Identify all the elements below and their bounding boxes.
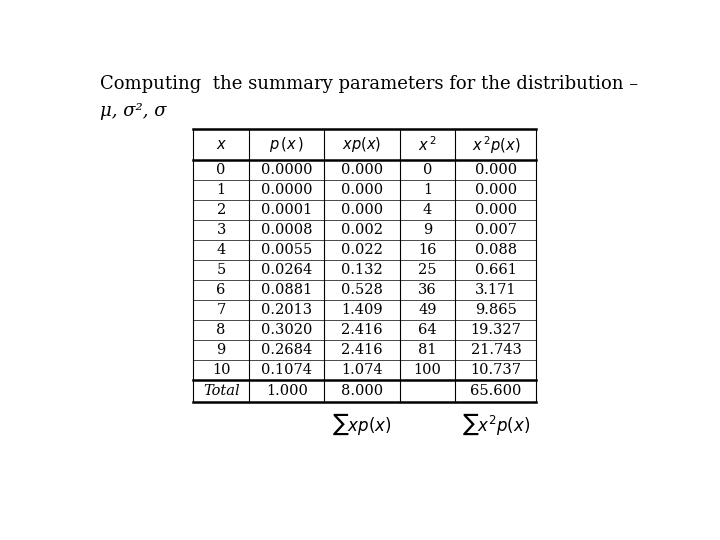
Text: 0.3020: 0.3020 bbox=[261, 323, 312, 337]
Text: $\sum xp(x)$: $\sum xp(x)$ bbox=[332, 412, 392, 437]
Text: 7: 7 bbox=[217, 303, 226, 317]
Text: 0: 0 bbox=[423, 164, 432, 178]
Text: 0.007: 0.007 bbox=[475, 223, 517, 237]
Text: 0.2684: 0.2684 bbox=[261, 343, 312, 357]
Text: 0.2013: 0.2013 bbox=[261, 303, 312, 317]
Text: 2.416: 2.416 bbox=[341, 323, 383, 337]
Text: 0.022: 0.022 bbox=[341, 243, 383, 257]
Text: 81: 81 bbox=[418, 343, 437, 357]
Text: 1: 1 bbox=[423, 184, 432, 198]
Text: Computing  the summary parameters for the distribution –: Computing the summary parameters for the… bbox=[100, 75, 638, 93]
Text: 36: 36 bbox=[418, 283, 437, 297]
Text: 0.132: 0.132 bbox=[341, 263, 383, 277]
Text: 0.1074: 0.1074 bbox=[261, 363, 312, 377]
Text: 2.416: 2.416 bbox=[341, 343, 383, 357]
Text: 0.088: 0.088 bbox=[475, 243, 517, 257]
Text: $x^{\,2}p(x)$: $x^{\,2}p(x)$ bbox=[472, 134, 520, 156]
Text: 4: 4 bbox=[423, 204, 432, 217]
Text: 0.0008: 0.0008 bbox=[261, 223, 312, 237]
Text: 25: 25 bbox=[418, 263, 437, 277]
Text: 0.000: 0.000 bbox=[341, 184, 383, 198]
Text: 1.000: 1.000 bbox=[266, 384, 307, 398]
Text: 2: 2 bbox=[217, 204, 226, 217]
Text: 1.074: 1.074 bbox=[341, 363, 383, 377]
Text: 6: 6 bbox=[217, 283, 226, 297]
Text: 0.0001: 0.0001 bbox=[261, 204, 312, 217]
Text: 0: 0 bbox=[217, 164, 226, 178]
Text: 0.000: 0.000 bbox=[475, 204, 517, 217]
Text: 9: 9 bbox=[423, 223, 432, 237]
Text: 0.0000: 0.0000 bbox=[261, 184, 312, 198]
Text: 4: 4 bbox=[217, 243, 226, 257]
Text: $xp(x)$: $xp(x)$ bbox=[343, 136, 382, 154]
Text: 8: 8 bbox=[217, 323, 226, 337]
Text: 100: 100 bbox=[414, 363, 441, 377]
Text: 0.0881: 0.0881 bbox=[261, 283, 312, 297]
Text: 0.000: 0.000 bbox=[341, 204, 383, 217]
Text: $\sum x^2 p(x)$: $\sum x^2 p(x)$ bbox=[462, 412, 530, 437]
Text: 10: 10 bbox=[212, 363, 230, 377]
Text: 5: 5 bbox=[217, 263, 226, 277]
Text: 19.327: 19.327 bbox=[470, 323, 521, 337]
Text: 0.0000: 0.0000 bbox=[261, 164, 312, 178]
Text: μ, σ², σ: μ, σ², σ bbox=[100, 102, 166, 120]
Text: $x^{\,2}$: $x^{\,2}$ bbox=[418, 136, 437, 154]
Text: 8.000: 8.000 bbox=[341, 384, 383, 398]
Text: 0.000: 0.000 bbox=[475, 164, 517, 178]
Text: 9.865: 9.865 bbox=[475, 303, 517, 317]
Text: 0.000: 0.000 bbox=[341, 164, 383, 178]
Text: 49: 49 bbox=[418, 303, 437, 317]
Text: 1: 1 bbox=[217, 184, 225, 198]
Text: 10.737: 10.737 bbox=[470, 363, 521, 377]
Text: 3: 3 bbox=[217, 223, 226, 237]
Text: 0.528: 0.528 bbox=[341, 283, 383, 297]
Text: Total: Total bbox=[203, 384, 240, 398]
Text: 0.000: 0.000 bbox=[475, 184, 517, 198]
Text: 9: 9 bbox=[217, 343, 226, 357]
Text: 64: 64 bbox=[418, 323, 437, 337]
Text: 0.0264: 0.0264 bbox=[261, 263, 312, 277]
Text: 1.409: 1.409 bbox=[341, 303, 383, 317]
Text: 3.171: 3.171 bbox=[475, 283, 517, 297]
Text: 0.661: 0.661 bbox=[475, 263, 517, 277]
Text: 16: 16 bbox=[418, 243, 437, 257]
Text: 0.0055: 0.0055 bbox=[261, 243, 312, 257]
Text: $p\,(x\,)$: $p\,(x\,)$ bbox=[269, 136, 304, 154]
Text: 0.002: 0.002 bbox=[341, 223, 383, 237]
Text: $x$: $x$ bbox=[215, 138, 227, 152]
Text: 21.743: 21.743 bbox=[470, 343, 521, 357]
Text: 65.600: 65.600 bbox=[470, 384, 521, 398]
